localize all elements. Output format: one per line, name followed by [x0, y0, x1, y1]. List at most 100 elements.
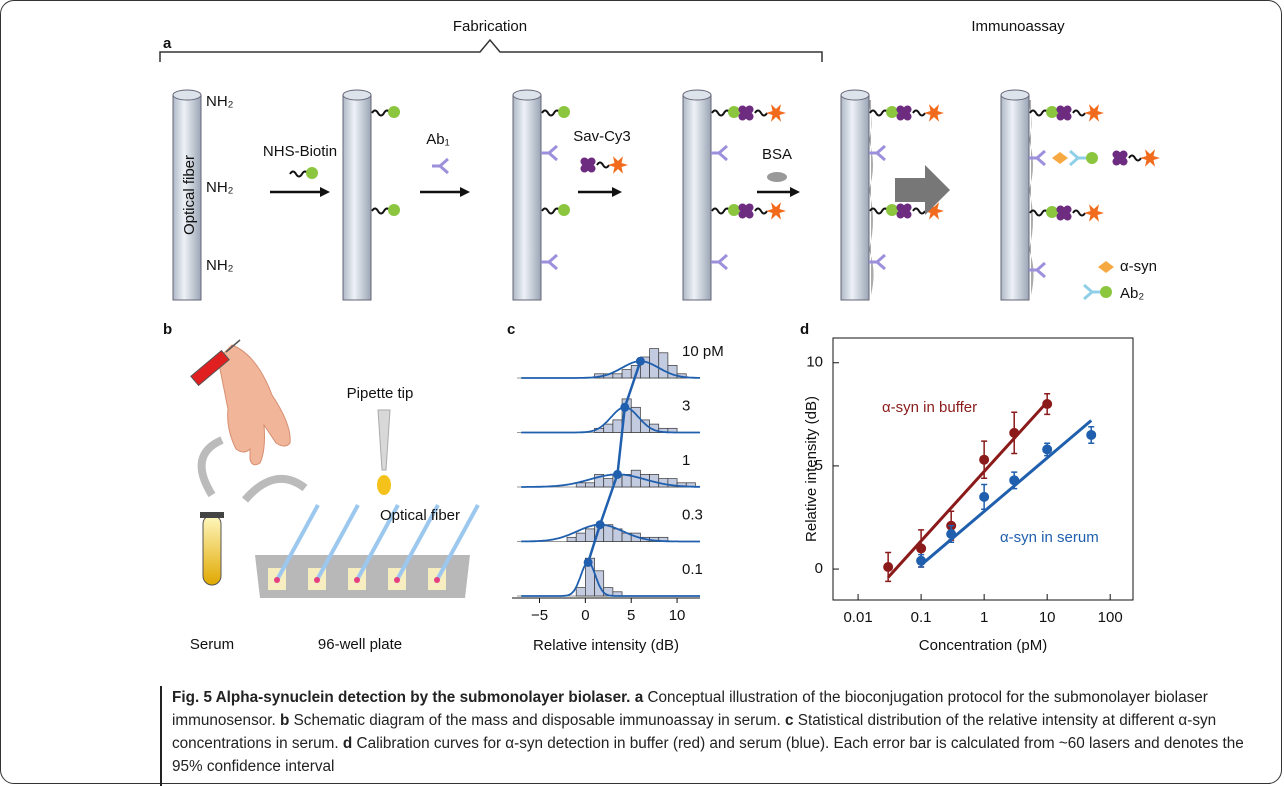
- hist-bar: [621, 369, 632, 379]
- fiber: [682, 94, 712, 301]
- linker: [711, 109, 731, 117]
- biotin: [558, 106, 570, 118]
- x-axis-label: Relative intensity (dB): [533, 637, 679, 654]
- series-label: α-syn in serum: [1000, 529, 1099, 546]
- fiber-label: Optical fiber: [380, 507, 460, 524]
- linker: [754, 207, 768, 215]
- panel-label: d: [800, 321, 809, 338]
- arrow-head: [612, 187, 622, 197]
- linker: [754, 109, 768, 117]
- panel-label: c: [507, 321, 515, 338]
- cy3-dye: [924, 202, 944, 220]
- panel-label: a: [163, 35, 172, 52]
- amine-label: NH₂: [206, 179, 234, 196]
- immunoassay-label: Immunoassay: [971, 18, 1065, 35]
- biotin: [886, 204, 898, 216]
- antibody: [432, 157, 449, 175]
- flow-arrow: [241, 475, 308, 503]
- fit-line: [920, 419, 1093, 567]
- tube-cap: [200, 512, 224, 518]
- cy3-dye: [608, 156, 628, 174]
- linker: [1029, 209, 1049, 217]
- hand: [217, 344, 291, 466]
- fiber: [840, 94, 870, 301]
- linker: [541, 109, 561, 117]
- amine-label: NH₂: [206, 93, 234, 110]
- fiber-label: Optical fiber: [181, 155, 198, 235]
- antibody: [711, 144, 728, 162]
- caption-run: Statistical distribution of the relative…: [172, 712, 1221, 752]
- streptavidin: [1056, 205, 1072, 221]
- streptavidin: [738, 203, 754, 219]
- biotin: [1046, 206, 1058, 218]
- row-label: 1: [682, 452, 690, 469]
- hist-bar: [585, 528, 595, 542]
- y-tick-label: 0: [815, 560, 823, 577]
- linker: [371, 109, 391, 117]
- antibody: [869, 253, 886, 271]
- biotin: [388, 204, 400, 216]
- plate-fiber: [435, 504, 480, 581]
- linker: [912, 109, 926, 117]
- linker: [711, 207, 731, 215]
- cy3-dye: [1084, 204, 1104, 222]
- hist-bar: [658, 352, 669, 379]
- arrow-head: [790, 187, 800, 197]
- arrow-head: [320, 187, 330, 197]
- linker: [1128, 154, 1142, 162]
- streptavidin: [896, 105, 912, 121]
- cy3-dye: [924, 104, 944, 122]
- linker: [912, 207, 926, 215]
- mean-dot: [612, 469, 622, 479]
- legend-label: α-syn: [1120, 258, 1157, 275]
- step-label: BSA: [762, 146, 792, 163]
- data-point: [979, 454, 990, 465]
- fiber-tip: [274, 577, 280, 583]
- biotin: [1086, 152, 1098, 164]
- caption-run: c: [785, 712, 794, 729]
- data-point: [1086, 429, 1097, 440]
- biotin: [558, 204, 570, 216]
- antibody: [1029, 261, 1046, 279]
- caption-run: Calibration curves for α-syn detection i…: [172, 735, 1249, 775]
- linker: [1072, 109, 1086, 117]
- caption-run: Schematic diagram of the mass and dispos…: [289, 712, 786, 729]
- caption-run: a: [634, 689, 644, 706]
- linker: [1072, 209, 1086, 217]
- hist-bar: [575, 587, 586, 597]
- pipette-label: Pipette tip: [347, 385, 414, 402]
- x-tick-label: 100: [1098, 609, 1123, 626]
- series-label: α-syn in buffer: [882, 399, 977, 416]
- legend-antibody-2: [1083, 283, 1100, 301]
- streptavidin: [896, 203, 912, 219]
- antibody-2: [1069, 149, 1086, 167]
- fiber: [342, 94, 372, 301]
- fiber-top: [1000, 89, 1030, 101]
- caption-run: b: [279, 712, 290, 729]
- alpha-syn: [1052, 152, 1068, 164]
- fiber-tip: [394, 577, 400, 583]
- legend-label: Ab₂: [1120, 285, 1144, 302]
- hist-bar: [575, 532, 586, 542]
- plate-fiber: [275, 504, 320, 581]
- bsa-coating: [867, 100, 874, 300]
- flow-arrow: [197, 436, 224, 498]
- row-label: 10 pM: [682, 343, 724, 360]
- gaussian-fit: [521, 360, 700, 379]
- fiber-top: [682, 89, 712, 101]
- antibody: [869, 144, 886, 162]
- data-point: [979, 491, 990, 502]
- arrow-head: [460, 187, 470, 197]
- antibody: [541, 253, 558, 271]
- linker: [869, 109, 889, 117]
- linker: [869, 207, 889, 215]
- gaussian-fit: [521, 523, 700, 543]
- biotin: [728, 106, 740, 118]
- panel-label: b: [163, 321, 172, 338]
- figure: a Fabrication Immunoassay Optical fiber NH₂ N…: [159, 18, 1160, 654]
- antibody: [1029, 149, 1046, 167]
- hist-bar: [603, 423, 614, 433]
- tube: [202, 514, 222, 586]
- linker: [289, 170, 309, 178]
- linker: [596, 161, 610, 169]
